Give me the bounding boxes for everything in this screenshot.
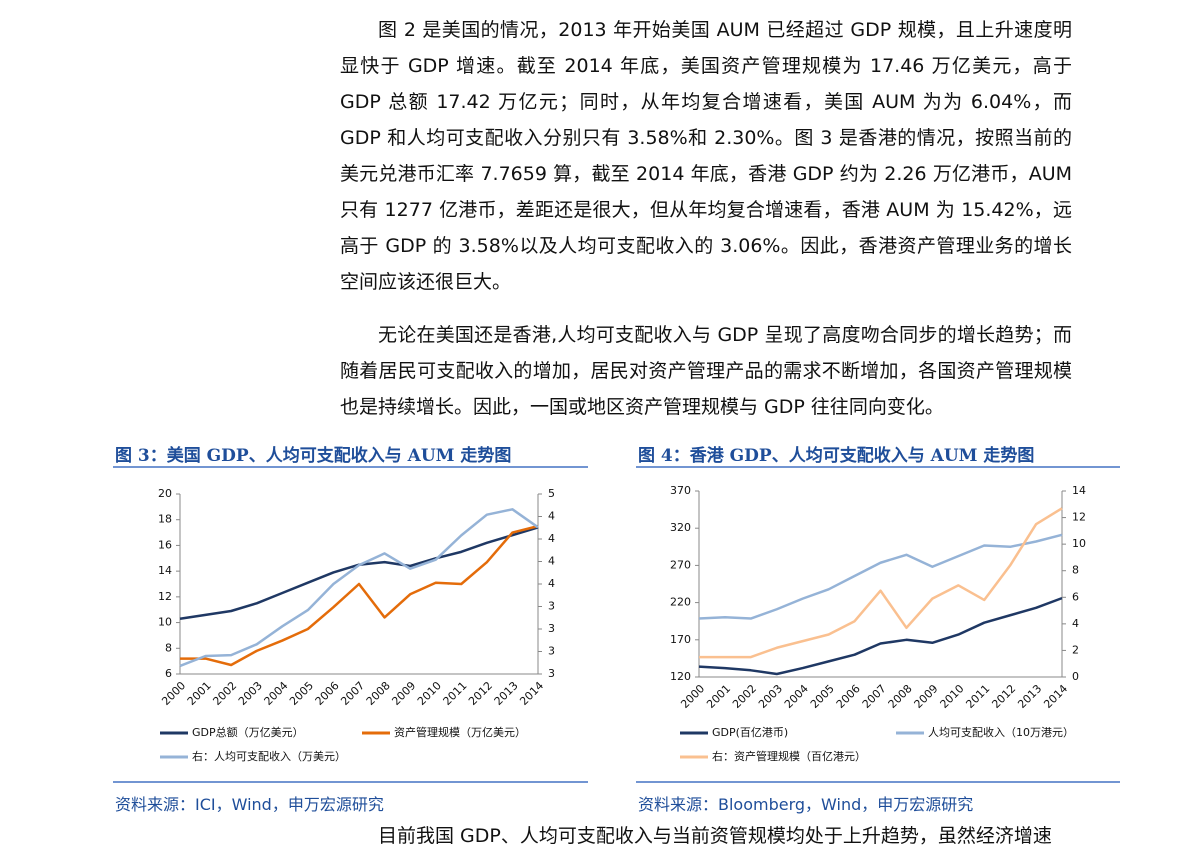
- x-tick-label: 2006: [834, 682, 863, 711]
- legend-label: GDP(百亿港币): [712, 726, 788, 739]
- figure-source: 资料来源：ICI，Wind，申万宏源研究: [115, 795, 384, 814]
- y-tick-label: 370: [670, 484, 691, 497]
- y2-tick-label: 14: [1072, 484, 1086, 497]
- y2-tick-label: 4: [548, 555, 555, 568]
- x-tick-label: 2012: [466, 679, 495, 708]
- y-tick-label: 220: [670, 596, 691, 609]
- x-tick-label: 2004: [782, 682, 811, 711]
- y2-tick-label: 8: [1072, 564, 1079, 577]
- x-tick-label: 2001: [185, 679, 214, 708]
- legend-label: 右：人均可支配收入（万美元）: [192, 749, 346, 763]
- x-tick-label: 2010: [415, 679, 444, 708]
- x-tick-label: 2013: [1015, 682, 1044, 711]
- y2-tick-label: 3: [548, 645, 555, 658]
- x-tick-label: 2014: [1041, 682, 1070, 711]
- y2-tick-label: 3: [548, 600, 555, 613]
- y2-tick-label: 4: [548, 577, 555, 590]
- legend-label: 人均可支配收入（10万港元）: [928, 725, 1074, 739]
- y-tick-label: 12: [158, 590, 172, 603]
- figure-title: 图 3：美国 GDP、人均可支配收入与 AUM 走势图: [115, 446, 512, 466]
- paragraph: 无论在美国还是香港,人均可支配收入与 GDP 呈现了高度吻合同步的增长趋势；而随…: [340, 324, 1072, 418]
- series-line: [180, 524, 539, 667]
- y2-tick-label: 12: [1072, 511, 1086, 524]
- y-tick-label: 20: [158, 487, 172, 500]
- y-tick-label: 16: [158, 538, 172, 551]
- figure-source: 资料来源：Bloomberg，Wind，申万宏源研究: [638, 795, 974, 814]
- x-tick-label: 2005: [808, 682, 837, 711]
- x-tick-label: 2008: [364, 679, 393, 708]
- y-tick-label: 270: [670, 558, 691, 571]
- series-line: [179, 508, 539, 668]
- x-tick-label: 2011: [441, 679, 470, 708]
- series-line: [179, 526, 539, 620]
- y-tick-label: 18: [158, 513, 172, 526]
- x-tick-label: 2012: [989, 682, 1018, 711]
- x-tick-label: 2007: [338, 679, 367, 708]
- y-tick-label: 120: [670, 670, 691, 683]
- y2-tick-label: 4: [548, 532, 555, 545]
- x-tick-label: 2003: [236, 679, 265, 708]
- y2-tick-label: 0: [1072, 670, 1079, 683]
- y-tick-label: 170: [670, 633, 691, 646]
- y2-tick-label: 3: [548, 622, 555, 635]
- x-tick-label: 2006: [313, 679, 342, 708]
- x-tick-label: 2009: [912, 682, 941, 711]
- x-tick-label: 2003: [756, 682, 785, 711]
- x-tick-label: 2011: [963, 682, 992, 711]
- x-tick-label: 2004: [262, 679, 291, 708]
- y-tick-label: 8: [165, 641, 172, 654]
- x-tick-label: 2002: [210, 679, 239, 708]
- y2-tick-label: 6: [1072, 590, 1079, 603]
- series-line: [698, 596, 1063, 676]
- y2-tick-label: 3: [548, 667, 555, 680]
- charts: 6810121416182033334444520002001200220032…: [113, 466, 1120, 783]
- x-tick-label: 2005: [287, 679, 316, 708]
- page: 图 2 是美国的情况，2013 年开始美国 AUM 已经超过 GDP 规模，且上…: [113, 19, 1120, 847]
- series-line: [699, 507, 1063, 659]
- x-tick-label: 2013: [492, 679, 521, 708]
- x-tick-label: 2014: [517, 679, 546, 708]
- legend-label: 资产管理规模（万亿美元）: [394, 725, 526, 739]
- series-line: [698, 533, 1063, 620]
- legend-label: GDP总额（万亿美元）: [192, 725, 304, 739]
- y2-tick-label: 2: [1072, 643, 1079, 656]
- x-tick-label: 2009: [389, 679, 418, 708]
- x-tick-label: 2008: [886, 682, 915, 711]
- y2-tick-label: 4: [1072, 617, 1079, 630]
- x-tick-label: 2001: [704, 682, 733, 711]
- y-tick-label: 10: [158, 616, 172, 629]
- x-tick-label: 2010: [938, 682, 967, 711]
- y2-tick-label: 10: [1072, 537, 1086, 550]
- y-tick-label: 320: [670, 521, 691, 534]
- x-tick-label: 2002: [730, 682, 759, 711]
- figure-title: 图 4：香港 GDP、人均可支配收入与 AUM 走势图: [638, 446, 1035, 466]
- y-tick-label: 6: [165, 667, 172, 680]
- y2-tick-label: 4: [548, 510, 555, 523]
- y2-tick-label: 5: [548, 487, 555, 500]
- x-tick-label: 2007: [860, 682, 889, 711]
- paragraph: 图 2 是美国的情况，2013 年开始美国 AUM 已经超过 GDP 规模，且上…: [340, 19, 1072, 293]
- x-tick-label: 2000: [159, 679, 188, 708]
- x-tick-label: 2000: [678, 682, 707, 711]
- y-tick-label: 14: [158, 564, 172, 577]
- legend-label: 右：资产管理规模（百亿港元）: [712, 749, 866, 763]
